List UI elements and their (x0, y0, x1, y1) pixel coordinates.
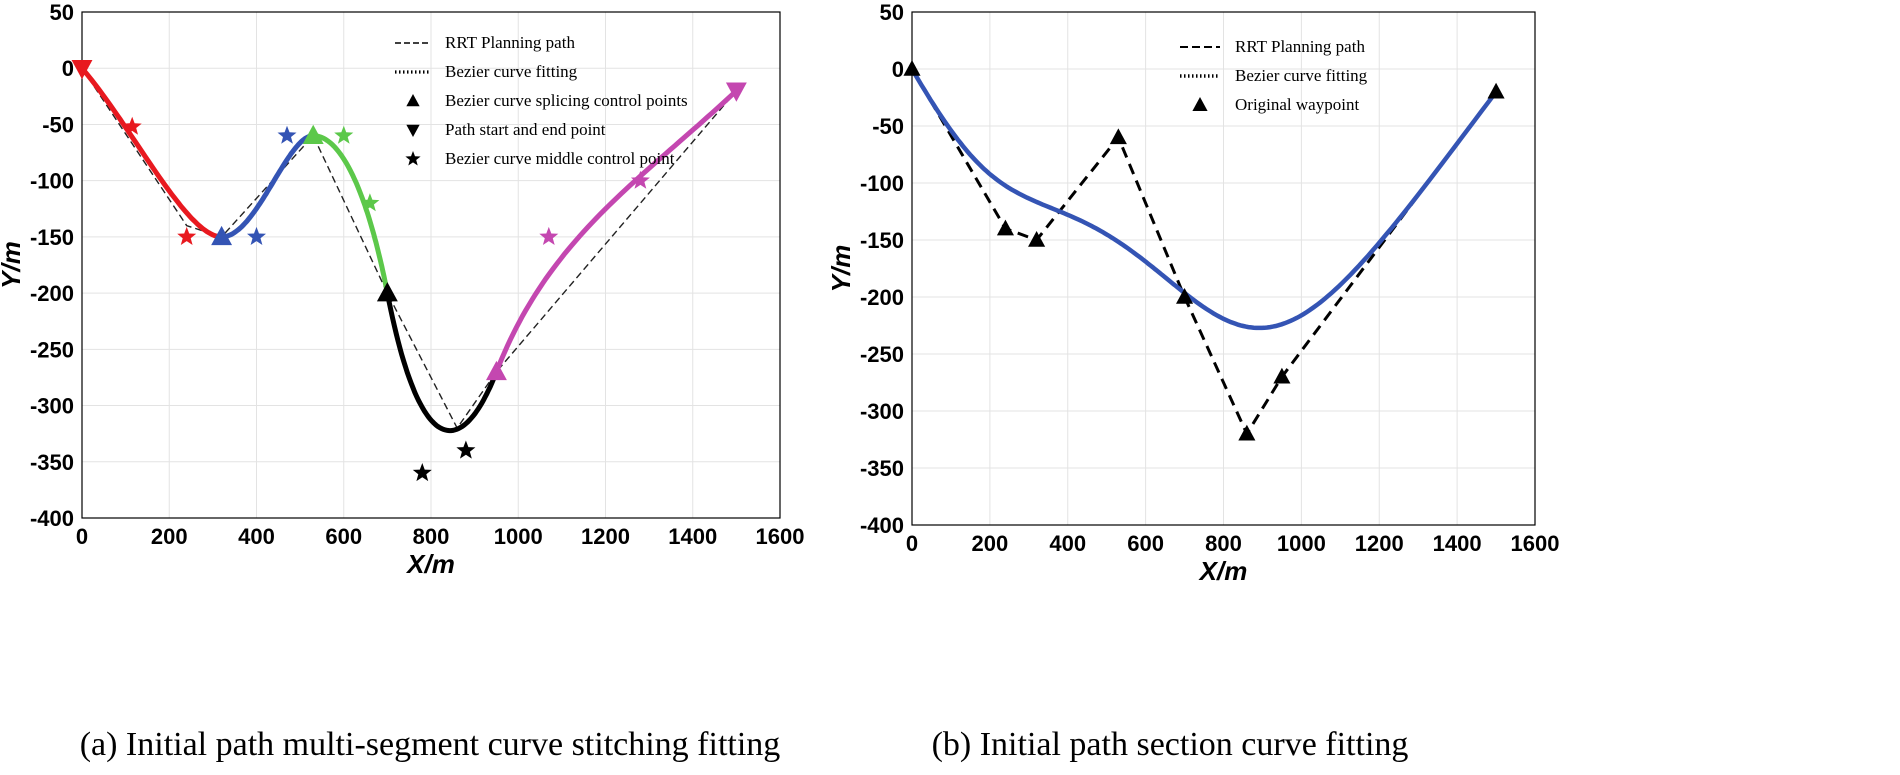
y-tick-label: 50 (880, 0, 904, 25)
x-tick-label: 200 (972, 531, 1009, 556)
legend-swatch-star (405, 151, 421, 166)
y-tick-label: 0 (892, 57, 904, 82)
y-axis-label: Y/m (0, 241, 26, 289)
x-tick-label: 1000 (1277, 531, 1326, 556)
x-tick-label: 400 (1049, 531, 1086, 556)
original-waypoint-marker (1176, 288, 1194, 304)
middle-control-point-marker (412, 463, 432, 482)
original-waypoint-marker (1028, 231, 1046, 247)
legend-label: Original waypoint (1235, 95, 1359, 114)
bezier-segment-3 (310, 133, 390, 296)
original-waypoint-marker (1109, 128, 1127, 145)
y-tick-label: -400 (30, 506, 74, 531)
x-axis-label: X/m (1198, 556, 1248, 586)
legend-label: Bezier curve fitting (445, 62, 578, 81)
legend-label: Bezier curve splicing control points (445, 91, 688, 110)
chart-b: 0 200 400 600 800 1000 1200 1400 1600 50 0 -50 -100 -… (826, 0, 1559, 763)
x-tick-label: 400 (238, 524, 275, 549)
y-tick-label: -350 (30, 450, 74, 475)
x-axis-label: X/m (405, 549, 455, 579)
plot-frame (911, 11, 1536, 526)
x-tick-label: 0 (906, 531, 918, 556)
x-tick-label: 800 (1205, 531, 1242, 556)
legend-swatch-triangle-up (1192, 97, 1208, 111)
original-waypoint-marker (903, 60, 921, 76)
bezier-segment-1 (79, 65, 225, 240)
splicing-control-point-marker (376, 282, 398, 302)
splicing-control-point-marker (485, 360, 507, 381)
middle-control-point-marker (334, 125, 354, 144)
y-tick-label: 50 (50, 0, 74, 25)
y-tick-label: -150 (860, 228, 904, 253)
figure-caption: (a) Initial path multi-segment curve sti… (80, 726, 781, 763)
figure-caption: (b) Initial path section curve fitting (932, 726, 1409, 763)
x-tick-label: 1000 (494, 524, 543, 549)
middle-control-point-marker (456, 440, 476, 459)
chart-a: 0 200 400 600 800 1000 1200 1400 1600 50 0 -50 -100 -… (0, 0, 804, 763)
bezier-segment-4 (384, 290, 499, 434)
path-start-marker (71, 59, 93, 80)
x-tick-label: 1600 (756, 524, 805, 549)
x-tick-label: 600 (1127, 531, 1164, 556)
plot-frame (81, 11, 781, 519)
legend-label: RRT Planning path (1235, 37, 1365, 56)
bezier-curve-fitting (909, 66, 1499, 331)
legend-label: RRT Planning path (445, 33, 575, 52)
x-tick-label: 0 (76, 524, 88, 549)
y-tick-label: -400 (860, 513, 904, 538)
legend-swatch-triangle-down (406, 124, 420, 137)
y-tick-label: -50 (42, 112, 74, 137)
middle-control-point-marker (247, 226, 266, 245)
middle-control-point-marker (539, 226, 559, 245)
y-tick-label: -200 (30, 281, 74, 306)
y-tick-label: -50 (872, 114, 904, 139)
x-tick-label: 600 (325, 524, 362, 549)
x-tick-label: 200 (151, 524, 188, 549)
original-waypoint-marker (1487, 82, 1505, 99)
legend-label: Bezier curve middle control point (445, 149, 675, 168)
bezier-segment-2 (219, 133, 316, 240)
splicing-control-point-marker (211, 225, 233, 246)
middle-control-point-marker (177, 226, 197, 245)
y-tick-label: -350 (860, 456, 904, 481)
legend-label: Path start and end point (445, 120, 606, 139)
y-tick-label: 0 (62, 56, 74, 81)
y-tick-label: -150 (30, 225, 74, 250)
original-waypoint-marker (996, 219, 1014, 236)
x-tick-label: 1200 (581, 524, 630, 549)
middle-control-point-marker (360, 193, 380, 212)
x-tick-label: 1200 (1355, 531, 1404, 556)
middle-control-point-marker (122, 116, 142, 135)
legend-label: Bezier curve fitting (1235, 66, 1368, 85)
x-tick-label: 1600 (1511, 531, 1560, 556)
y-tick-label: -100 (30, 169, 74, 194)
legend-swatch-triangle-up (406, 94, 420, 107)
bezier-segment-5 (493, 88, 739, 375)
middle-control-point-marker (277, 125, 297, 144)
y-tick-label: -300 (860, 399, 904, 424)
middle-control-point-marker (630, 170, 650, 189)
x-tick-label: 1400 (668, 524, 717, 549)
y-tick-label: -250 (860, 342, 904, 367)
y-axis-label: Y/m (826, 245, 856, 293)
x-tick-label: 1400 (1433, 531, 1482, 556)
y-tick-label: -250 (30, 337, 74, 362)
original-waypoint-marker (1273, 367, 1291, 384)
rrt-planning-path (910, 68, 1498, 437)
x-tick-label: 800 (413, 524, 450, 549)
y-tick-label: -300 (30, 394, 74, 419)
y-tick-label: -200 (860, 285, 904, 310)
splicing-control-point-marker (302, 124, 324, 144)
original-waypoint-marker (1238, 424, 1256, 441)
y-tick-label: -100 (860, 171, 904, 196)
path-end-marker (725, 82, 747, 102)
